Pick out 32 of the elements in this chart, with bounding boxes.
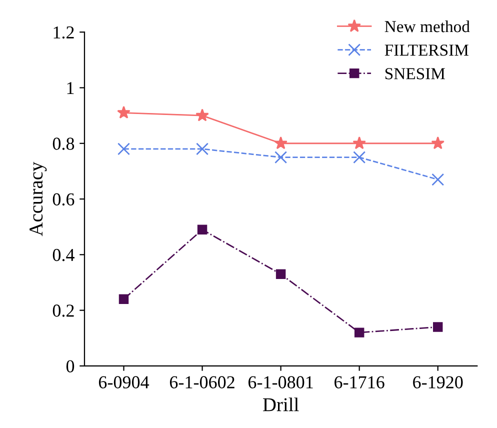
- point: [196, 142, 209, 156]
- y-tick-label: 1.2: [54, 26, 74, 39]
- point: [274, 151, 288, 164]
- point: [432, 322, 443, 332]
- point: [354, 328, 364, 338]
- point: [118, 294, 129, 304]
- point: [276, 269, 286, 279]
- y-tick-label: 1: [67, 82, 74, 94]
- y-tick-label: 0.6: [52, 193, 74, 206]
- point: [274, 136, 288, 150]
- x-tick-label: 6-0904: [98, 376, 150, 388]
- y-tick-label: 0: [66, 360, 74, 372]
- point: [197, 224, 208, 234]
- point: [353, 151, 366, 164]
- legend-label: SNESIM: [385, 68, 445, 80]
- x-tick-label: 6-1-0602: [170, 376, 234, 388]
- y-axis-title: Accuracy: [30, 162, 47, 236]
- point: [196, 108, 209, 122]
- y-tick-label: 0.8: [52, 138, 74, 150]
- point: [431, 136, 444, 150]
- x-tick-label: 6-1-0801: [248, 376, 313, 388]
- point: [432, 173, 444, 186]
- legend-label: New method: [384, 20, 470, 32]
- point: [117, 106, 130, 119]
- point: [118, 142, 130, 156]
- legend-label: FILTERSIM: [384, 44, 468, 56]
- point: [352, 136, 366, 150]
- x-tick-label: 6-1716: [334, 376, 384, 388]
- x-axis-title: Drill: [263, 398, 299, 412]
- y-tick-label: 0.4: [52, 248, 74, 262]
- y-tick-label: 0.2: [52, 304, 74, 317]
- x-tick-label: 6-1920: [413, 376, 463, 388]
